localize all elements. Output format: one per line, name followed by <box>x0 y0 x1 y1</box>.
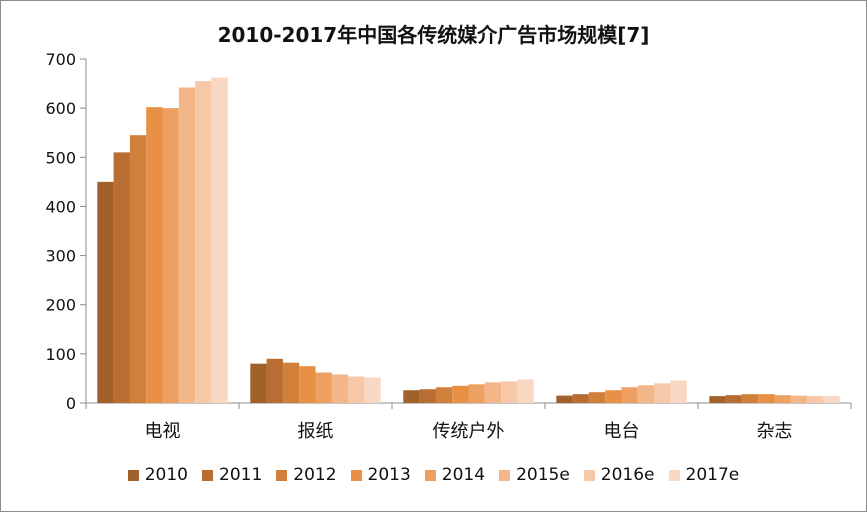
legend-label: 2016e <box>600 465 655 485</box>
bar-传统户外-2011 <box>419 389 436 403</box>
bar-电视-2010 <box>97 181 114 403</box>
legend: 2010 2011 2012 2013 2014 2015e 2016e 2017e <box>1 465 866 485</box>
bar-报纸-2014 <box>315 372 332 403</box>
chart-title: 2010-2017年中国各传统媒介广告市场规模[7] <box>217 23 650 47</box>
y-tick-label: 500 <box>45 148 76 167</box>
bar-报纸-2017e <box>364 377 381 403</box>
bar-电视-2013 <box>146 107 163 403</box>
bar-电视-2011 <box>113 152 130 403</box>
x-tick-label: 电视 <box>145 421 181 442</box>
legend-label: 2017e <box>685 465 740 485</box>
legend-label: 2012 <box>293 465 337 485</box>
legend-label: 2013 <box>367 465 411 485</box>
legend-swatch <box>276 469 288 481</box>
bar-电台-2015e <box>637 385 655 403</box>
y-tick-label: 200 <box>45 296 76 315</box>
x-tick-label: 传统户外 <box>433 421 505 442</box>
legend-label: 2015e <box>516 465 570 485</box>
legend-item: 2015e <box>499 465 570 485</box>
legend-swatch <box>424 469 436 481</box>
bar-电视-2012 <box>129 135 147 403</box>
legend-item: 2011 <box>202 465 262 485</box>
bar-传统户外-2012 <box>435 387 453 403</box>
y-tick-label: 600 <box>45 99 76 118</box>
bar-电台-2013 <box>605 390 622 403</box>
bar-电台-2017e <box>670 380 687 403</box>
bar-报纸-2015e <box>331 374 349 403</box>
bar-传统户外-2016e <box>501 381 518 403</box>
bar-杂志-2016e <box>807 396 824 403</box>
x-tick-label: 杂志 <box>757 421 793 442</box>
bar-电视-2016e <box>195 81 212 403</box>
bar-传统户外-2010 <box>403 390 420 403</box>
bar-电视-2017e <box>211 77 228 403</box>
x-tick-label: 电台 <box>604 421 640 442</box>
legend-item: 2012 <box>276 465 337 485</box>
bar-电视-2015e <box>178 87 196 403</box>
legend-swatch <box>583 469 595 481</box>
bar-电台-2016e <box>654 383 671 403</box>
legend-item: 2016e <box>583 465 655 485</box>
y-tick-label: 100 <box>45 345 76 364</box>
bar-杂志-2014 <box>774 395 791 403</box>
bar-报纸-2016e <box>348 376 365 403</box>
bar-报纸-2012 <box>282 362 300 403</box>
bar-传统户外-2014 <box>468 384 485 403</box>
bar-电台-2014 <box>621 387 638 403</box>
legend-item: 2017e <box>668 465 740 485</box>
bar-电台-2011 <box>572 394 589 403</box>
bar-杂志-2012 <box>741 394 759 403</box>
legend-item: 2013 <box>350 465 411 485</box>
bar-杂志-2017e <box>823 396 840 403</box>
legend-item: 2010 <box>127 465 188 485</box>
bar-电台-2012 <box>588 392 606 403</box>
bar-杂志-2011 <box>725 395 742 403</box>
legend-label: 2011 <box>219 465 263 485</box>
legend-swatch <box>202 469 213 481</box>
x-tick-label: 报纸 <box>298 421 334 442</box>
bar-传统户外-2017e <box>517 379 534 403</box>
y-tick-label: 300 <box>45 247 76 266</box>
bar-报纸-2011 <box>266 358 283 403</box>
bar-杂志-2013 <box>758 394 775 403</box>
legend-swatch <box>668 469 680 481</box>
bar-传统户外-2015e <box>484 382 502 403</box>
bar-报纸-2013 <box>299 366 316 403</box>
legend-swatch <box>499 469 511 481</box>
legend-label: 2014 <box>441 465 486 485</box>
y-tick-label: 400 <box>45 197 76 216</box>
bar-杂志-2010 <box>709 396 726 403</box>
y-tick-label: 0 <box>66 394 76 413</box>
legend-item: 2014 <box>424 465 486 485</box>
bar-传统户外-2013 <box>452 385 469 403</box>
bar-电台-2010 <box>556 395 573 403</box>
bar-杂志-2015e <box>790 395 808 403</box>
bar-电视-2014 <box>162 108 179 404</box>
bar-报纸-2010 <box>250 363 267 403</box>
legend-label: 2010 <box>144 465 188 485</box>
legend-swatch <box>127 469 139 481</box>
legend-swatch <box>350 469 362 481</box>
y-tick-label: 700 <box>45 50 76 69</box>
